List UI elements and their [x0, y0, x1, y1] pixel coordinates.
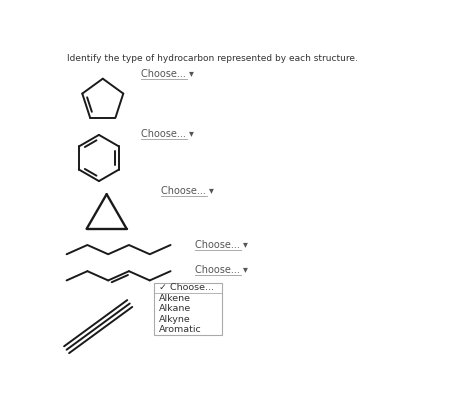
Text: Choose... ▾: Choose... ▾ [195, 240, 248, 251]
Text: Choose... ▾: Choose... ▾ [161, 186, 213, 196]
Text: Identify the type of hydrocarbon represented by each structure.: Identify the type of hydrocarbon represe… [66, 54, 357, 63]
Text: Choose... ▾: Choose... ▾ [195, 265, 248, 275]
Text: Alkyne: Alkyne [159, 315, 191, 324]
FancyBboxPatch shape [155, 283, 222, 335]
Text: ✓ Choose...: ✓ Choose... [159, 283, 214, 292]
Text: Alkane: Alkane [159, 304, 191, 313]
Text: Choose... ▾: Choose... ▾ [141, 69, 194, 79]
Text: Alkene: Alkene [159, 294, 191, 303]
Text: Aromatic: Aromatic [159, 325, 202, 334]
Text: Choose... ▾: Choose... ▾ [141, 129, 194, 139]
